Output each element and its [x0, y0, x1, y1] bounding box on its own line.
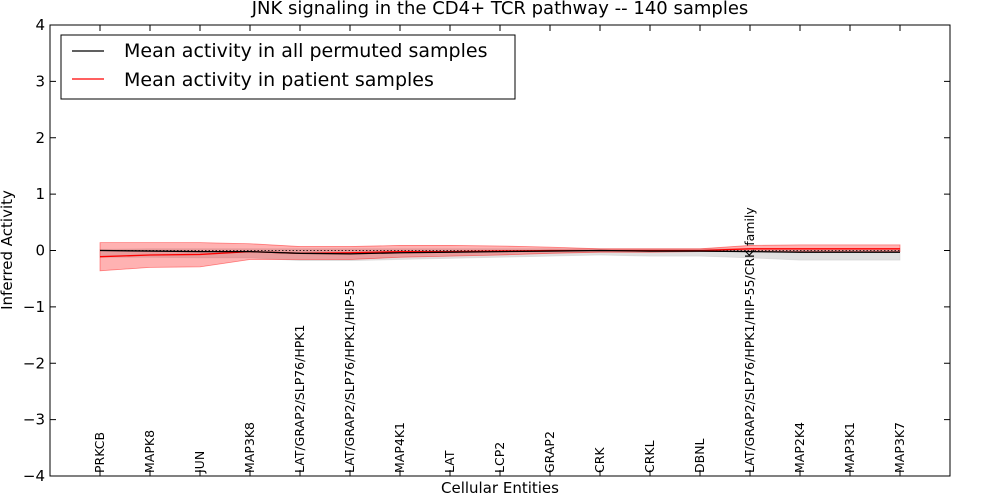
- confidence-bands: [99, 242, 901, 272]
- x-entity-label: MAP3K8: [242, 422, 257, 473]
- series-lines: [99, 248, 900, 258]
- y-tick-label: −4: [23, 467, 45, 485]
- x-entity-label: MAP3K7: [892, 422, 907, 473]
- x-entity-label: LAT/GRAP2/SLP76/HPK1/HIP-55: [342, 280, 357, 473]
- legend-label-patient: Mean activity in patient samples: [124, 69, 434, 91]
- x-entity-label: LAT: [442, 450, 457, 473]
- y-axis-label: Inferred Activity: [0, 190, 16, 310]
- y-tick-label: −2: [23, 354, 45, 372]
- x-entity-label: MAPK8: [142, 430, 157, 473]
- y-tick-label: 2: [35, 129, 45, 147]
- x-entity-label: MAP2K4: [792, 422, 807, 473]
- legend: Mean activity in all permuted samples Me…: [60, 34, 516, 100]
- x-entity-label: LCP2: [492, 442, 507, 473]
- chart-title: JNK signaling in the CD4+ TCR pathway --…: [251, 0, 749, 19]
- x-entity-label: MAP3K1: [842, 422, 857, 473]
- x-axis-entity-labels: PRKCB MAPK8 JUN MAP3K8 LAT/GRAP2/SLP76/HPK1 L…: [92, 25, 907, 476]
- x-entity-label: CRKL: [642, 440, 657, 473]
- x-entity-label: JUN: [192, 451, 207, 474]
- y-tick-label: −1: [23, 298, 45, 316]
- y-tick-label: 4: [35, 16, 45, 34]
- band-permuted: [99, 248, 901, 262]
- x-entity-label: LAT/GRAP2/SLP76/HPK1/HIP-55/CRK family: [742, 207, 757, 473]
- legend-label-permuted: Mean activity in all permuted samples: [124, 40, 487, 62]
- y-tick-label: −3: [23, 411, 45, 429]
- line-permuted: [99, 249, 900, 255]
- y-axis-ticks: 4 3 2 1 0 −1 −2 −3 −4: [23, 16, 950, 485]
- x-entity-label: CRK: [592, 447, 607, 473]
- x-entity-label: LAT/GRAP2/SLP76/HPK1: [292, 325, 307, 473]
- x-entity-label: DBNL: [692, 438, 707, 473]
- x-entity-label: PRKCB: [92, 432, 107, 473]
- x-entity-label: GRAP2: [542, 431, 557, 473]
- y-tick-label: 1: [35, 185, 45, 203]
- legend-box: [60, 34, 516, 100]
- y-tick-label: 0: [35, 242, 45, 260]
- x-axis-label: Cellular Entities: [441, 479, 559, 497]
- y-tick-label: 3: [35, 72, 45, 90]
- x-entity-label: MAP4K1: [392, 422, 407, 473]
